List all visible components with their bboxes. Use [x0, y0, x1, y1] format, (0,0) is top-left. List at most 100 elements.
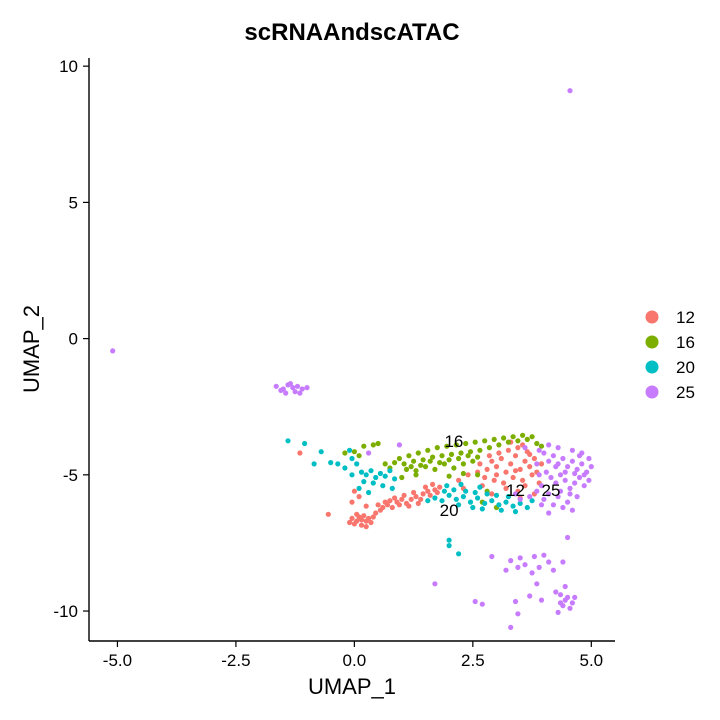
y-ticks: -10 -5 0 5 10 — [53, 57, 89, 621]
data-point — [297, 390, 303, 396]
data-point — [408, 464, 414, 470]
data-point — [382, 499, 388, 505]
data-point — [292, 389, 298, 395]
data-point — [569, 600, 576, 606]
data-point — [510, 434, 516, 440]
data-point — [427, 492, 433, 498]
data-point — [574, 466, 580, 472]
data-point — [434, 445, 440, 451]
data-point — [448, 451, 455, 457]
data-point — [555, 494, 561, 500]
data-point — [550, 453, 557, 459]
data-point — [427, 458, 433, 464]
data-point — [512, 491, 519, 497]
data-point — [377, 470, 383, 477]
data-point — [472, 489, 478, 496]
data-point — [486, 445, 492, 451]
data-point — [586, 477, 592, 483]
data-point — [392, 495, 398, 501]
data-point — [437, 460, 443, 466]
data-point — [557, 600, 564, 606]
data-point — [505, 494, 511, 500]
data-point — [465, 453, 471, 459]
data-point — [446, 457, 452, 463]
data-point — [444, 483, 450, 489]
data-point — [368, 519, 374, 526]
data-point — [356, 485, 362, 491]
data-point — [465, 472, 471, 478]
data-point — [486, 453, 492, 459]
data-point — [538, 461, 545, 467]
data-point — [546, 510, 552, 516]
data-point — [489, 553, 495, 560]
data-point — [538, 483, 545, 489]
data-point — [522, 458, 528, 464]
data-point — [356, 494, 362, 500]
data-point — [411, 458, 417, 464]
data-point — [517, 496, 523, 502]
data-point — [503, 567, 509, 573]
data-point — [562, 477, 568, 483]
data-point — [541, 552, 547, 558]
data-point — [399, 496, 405, 502]
data-point — [406, 453, 412, 459]
data-point — [475, 495, 481, 501]
data-point — [382, 461, 388, 467]
data-point — [354, 511, 360, 517]
data-point — [553, 464, 559, 470]
data-point — [520, 432, 526, 438]
data-point — [110, 348, 116, 354]
data-point — [294, 383, 301, 389]
data-point — [290, 385, 296, 391]
data-point — [505, 439, 511, 445]
data-point — [399, 474, 405, 481]
data-point — [546, 442, 552, 448]
data-point — [342, 465, 348, 471]
data-point — [529, 498, 535, 504]
data-point — [422, 464, 429, 470]
data-point — [569, 458, 576, 464]
data-point — [546, 458, 552, 464]
data-point — [430, 454, 436, 460]
legend-label-20: 20 — [676, 358, 695, 377]
data-point — [278, 387, 284, 393]
data-point — [418, 462, 424, 468]
data-point — [529, 434, 535, 440]
data-point — [460, 470, 466, 477]
data-point — [413, 494, 419, 500]
data-point — [302, 440, 308, 447]
data-point — [567, 88, 573, 94]
legend-swatch-16 — [645, 335, 659, 349]
data-point — [501, 435, 507, 441]
y-tick-label: -5 — [63, 466, 78, 485]
data-point — [432, 581, 438, 587]
data-point — [361, 513, 367, 519]
data-point — [328, 460, 334, 466]
data-point — [349, 472, 355, 478]
data-point — [529, 472, 535, 478]
data-point — [508, 558, 514, 564]
data-point — [586, 455, 592, 462]
data-point — [432, 466, 438, 472]
data-point — [572, 480, 578, 486]
data-point — [538, 443, 545, 449]
data-point — [373, 510, 379, 516]
data-point — [491, 436, 497, 442]
data-point — [565, 499, 571, 505]
data-point — [479, 601, 485, 607]
data-point — [415, 500, 421, 506]
data-point — [515, 445, 521, 451]
data-point — [380, 483, 386, 489]
series-25 — [110, 88, 594, 631]
data-point — [375, 502, 381, 508]
data-point — [534, 581, 540, 587]
data-point — [311, 461, 317, 467]
data-point — [456, 455, 462, 462]
data-point — [567, 485, 573, 491]
data-point — [565, 464, 571, 470]
data-point — [406, 503, 412, 509]
data-point — [560, 455, 566, 462]
data-point — [477, 447, 483, 453]
data-point — [512, 509, 519, 515]
data-point — [453, 442, 459, 448]
